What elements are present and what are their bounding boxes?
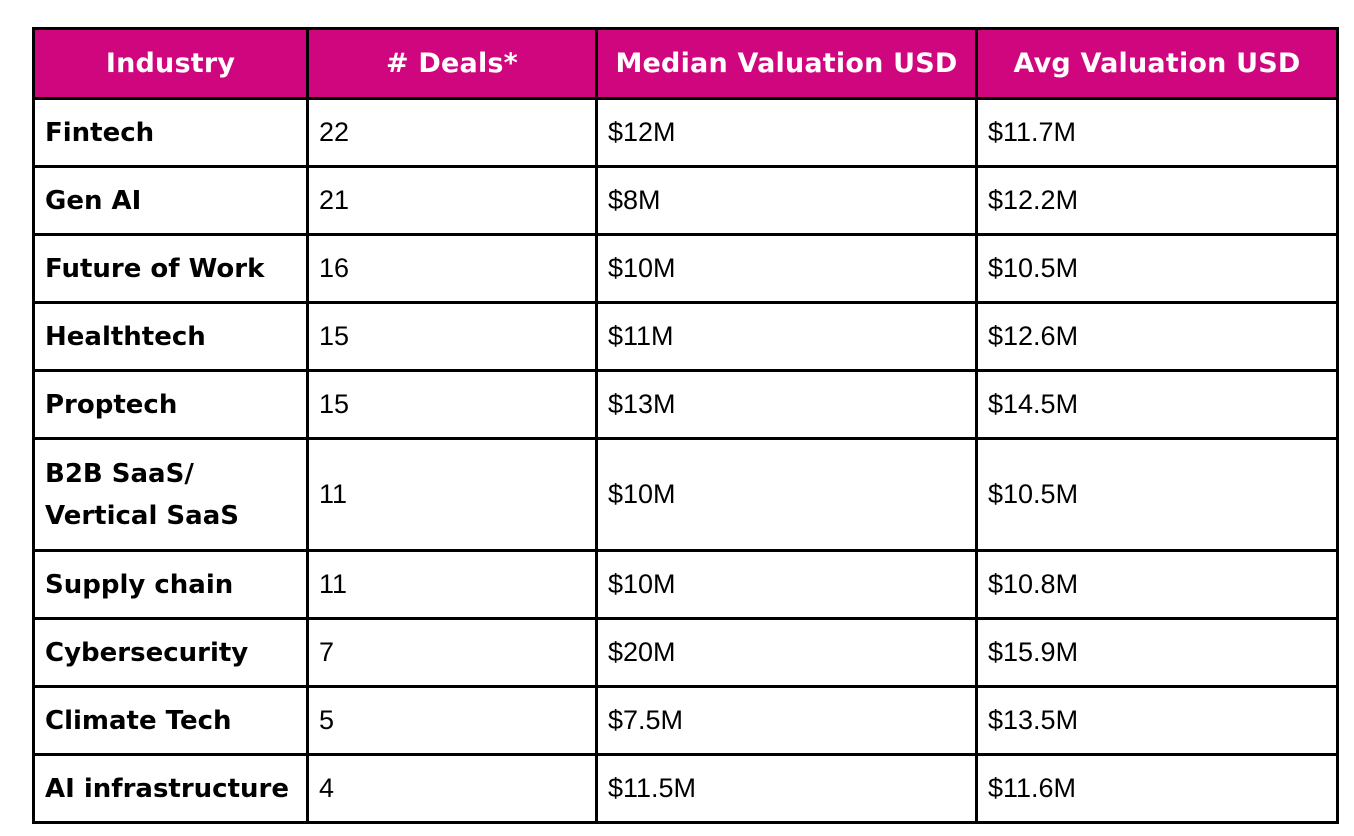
table-header: Industry # Deals* Median Valuation USD Avg … bbox=[32, 27, 1339, 100]
table-row: Fintech 22 $12M $11.7M bbox=[32, 97, 1339, 168]
avg-valuation-cell: $12.2M bbox=[975, 165, 1339, 236]
industry-header: Industry bbox=[32, 27, 309, 100]
deals-cell: 15 bbox=[306, 369, 598, 440]
table-row: Cybersecurity 7 $20M $15.9M bbox=[32, 617, 1339, 688]
table-row: Future of Work 16 $10M $10.5M bbox=[32, 233, 1339, 304]
table-body: Fintech 22 $12M $11.7M Gen AI 21 $8M $12.2M Futu… bbox=[32, 97, 1339, 824]
avg-valuation-cell: $10.5M bbox=[975, 437, 1339, 552]
industry-cell: AI infrastructure bbox=[32, 753, 309, 824]
deals-cell: 7 bbox=[306, 617, 598, 688]
deals-cell: 5 bbox=[306, 685, 598, 756]
deals-cell: 22 bbox=[306, 97, 598, 168]
table-row: Proptech 15 $13M $14.5M bbox=[32, 369, 1339, 440]
median-valuation-cell: $10M bbox=[595, 233, 978, 304]
avg-valuation-header: Avg Valuation USD bbox=[975, 27, 1339, 100]
industry-cell: Cybersecurity bbox=[32, 617, 309, 688]
avg-valuation-cell: $13.5M bbox=[975, 685, 1339, 756]
deals-cell: 16 bbox=[306, 233, 598, 304]
median-valuation-cell: $20M bbox=[595, 617, 978, 688]
table-row: Gen AI 21 $8M $12.2M bbox=[32, 165, 1339, 236]
median-valuation-cell: $10M bbox=[595, 549, 978, 620]
median-valuation-cell: $7.5M bbox=[595, 685, 978, 756]
median-valuation-cell: $11M bbox=[595, 301, 978, 372]
industry-cell: Climate Tech bbox=[32, 685, 309, 756]
avg-valuation-cell: $12.6M bbox=[975, 301, 1339, 372]
table-row: B2B SaaS/ Vertical SaaS 11 $10M $10.5M bbox=[32, 437, 1339, 552]
table-row: Supply chain 11 $10M $10.8M bbox=[32, 549, 1339, 620]
avg-valuation-cell: $11.6M bbox=[975, 753, 1339, 824]
deals-cell: 4 bbox=[306, 753, 598, 824]
table-row: Climate Tech 5 $7.5M $13.5M bbox=[32, 685, 1339, 756]
industry-cell: Proptech bbox=[32, 369, 309, 440]
avg-valuation-cell: $15.9M bbox=[975, 617, 1339, 688]
header-row: Industry # Deals* Median Valuation USD Avg … bbox=[32, 27, 1339, 100]
median-valuation-cell: $8M bbox=[595, 165, 978, 236]
industry-cell: Supply chain bbox=[32, 549, 309, 620]
table-row: Healthtech 15 $11M $12.6M bbox=[32, 301, 1339, 372]
avg-valuation-cell: $10.8M bbox=[975, 549, 1339, 620]
industry-cell: Future of Work bbox=[32, 233, 309, 304]
table-row: AI infrastructure 4 $11.5M $11.6M bbox=[32, 753, 1339, 824]
avg-valuation-cell: $11.7M bbox=[975, 97, 1339, 168]
deals-cell: 15 bbox=[306, 301, 598, 372]
median-valuation-header: Median Valuation USD bbox=[595, 27, 978, 100]
industry-cell: Fintech bbox=[32, 97, 309, 168]
deals-cell: 21 bbox=[306, 165, 598, 236]
valuation-table: Industry # Deals* Median Valuation USD Avg … bbox=[32, 27, 1339, 824]
deals-header: # Deals* bbox=[306, 27, 598, 100]
industry-cell: Healthtech bbox=[32, 301, 309, 372]
deals-cell: 11 bbox=[306, 549, 598, 620]
deals-cell: 11 bbox=[306, 437, 598, 552]
avg-valuation-cell: $14.5M bbox=[975, 369, 1339, 440]
avg-valuation-cell: $10.5M bbox=[975, 233, 1339, 304]
median-valuation-cell: $13M bbox=[595, 369, 978, 440]
industry-cell: Gen AI bbox=[32, 165, 309, 236]
median-valuation-cell: $10M bbox=[595, 437, 978, 552]
industry-cell: B2B SaaS/ Vertical SaaS bbox=[32, 437, 309, 552]
median-valuation-cell: $12M bbox=[595, 97, 978, 168]
median-valuation-cell: $11.5M bbox=[595, 753, 978, 824]
